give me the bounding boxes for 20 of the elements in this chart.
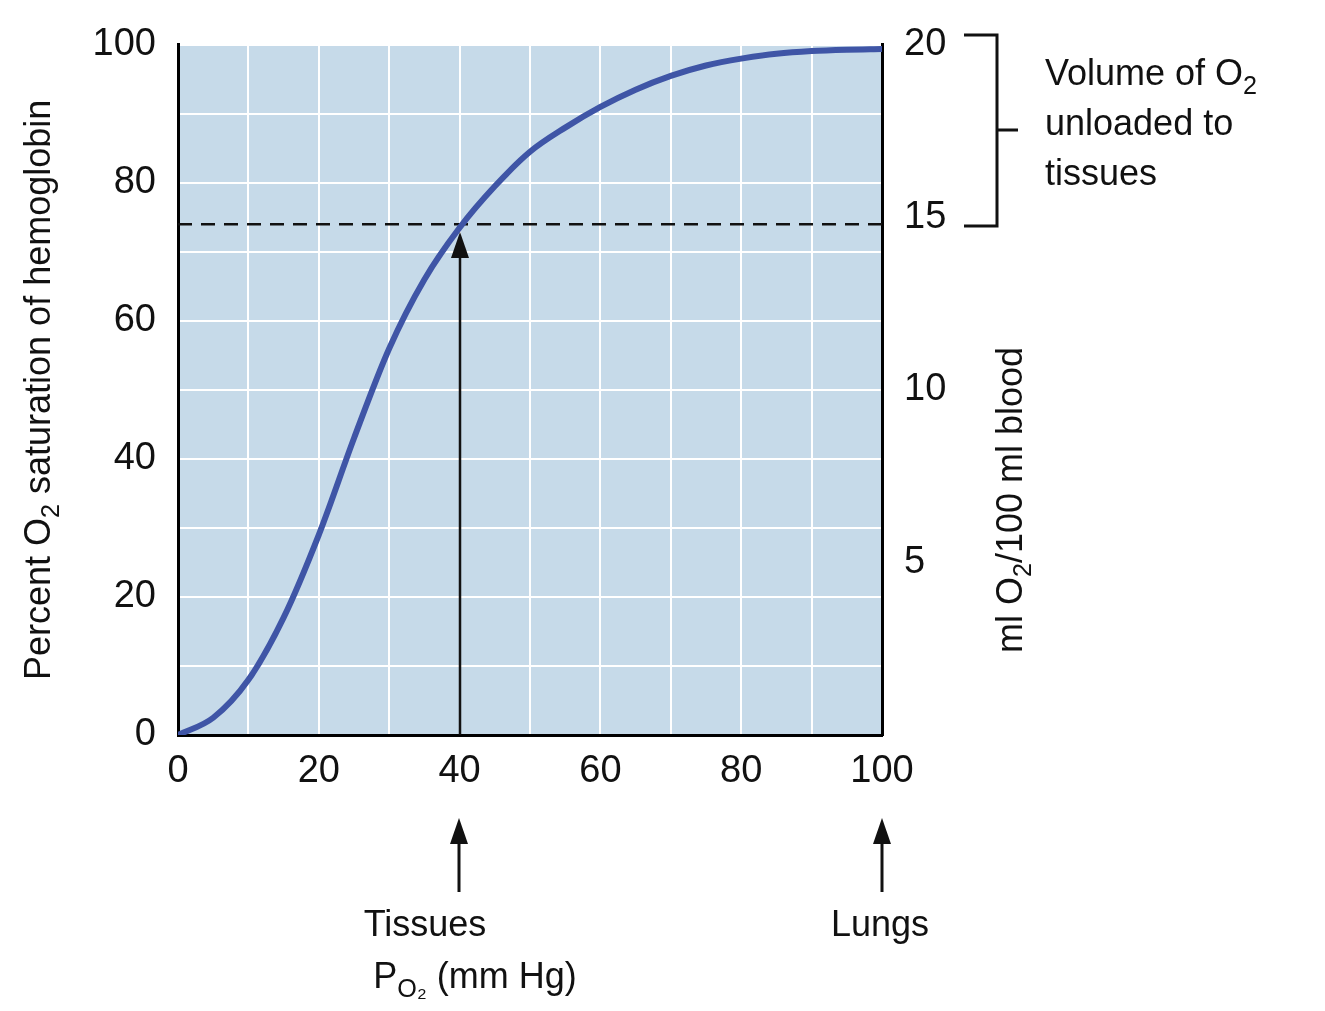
x-tick-label: 20 [297, 748, 340, 791]
y2-tick-label: 20 [904, 21, 947, 64]
y-tick-label: 80 [113, 159, 156, 202]
y2-tick-label: 10 [904, 366, 947, 409]
y2-axis-title: ml O2/100 ml blood [988, 346, 1036, 654]
x-tick-label: 60 [579, 748, 622, 791]
y-tick-label: 100 [92, 21, 156, 64]
y-tick-label: 0 [134, 711, 156, 754]
y2-tick-label: 15 [904, 193, 947, 236]
y-tick-label: 40 [113, 435, 156, 478]
x-tick-label: 40 [438, 748, 481, 791]
x-tick-label: 100 [850, 748, 914, 791]
y-tick-label: 20 [113, 573, 156, 616]
text: Lungs [830, 902, 930, 944]
text: Tissues [363, 902, 487, 944]
y2-tick-label: 5 [904, 538, 926, 581]
y-axis-title: Percent O2 saturation of hemoglobin [16, 99, 64, 681]
x-tick-label: 80 [720, 748, 763, 791]
x-tick-label: 0 [167, 748, 189, 791]
y-tick-label: 60 [113, 297, 156, 340]
